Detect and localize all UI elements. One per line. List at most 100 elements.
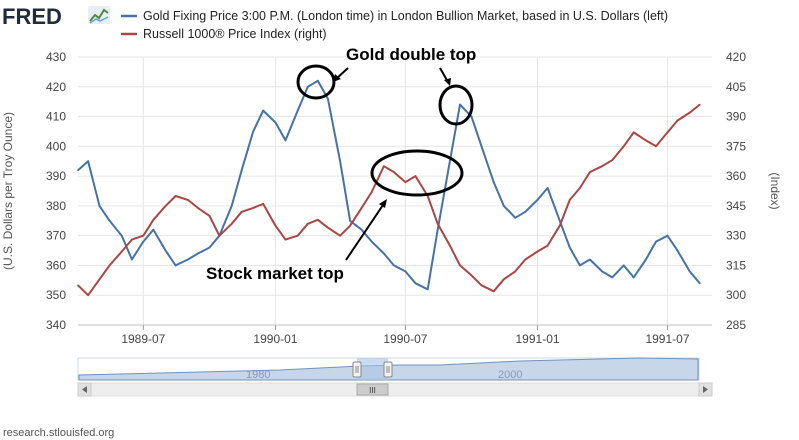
data-point-gold <box>559 220 561 222</box>
data-point-russell <box>536 250 539 253</box>
data-point-russell <box>98 278 101 281</box>
fred-logo[interactable]: FRED <box>2 4 110 29</box>
data-point-gold <box>252 130 254 133</box>
plot-area: 340 350 360 370 380 390 400 410 420 430 285 300 315… <box>46 50 746 346</box>
data-point-russell <box>470 274 473 277</box>
legend-label-russell: Russell 1000® Price Index (right) <box>143 27 327 41</box>
data-point-gold <box>546 187 549 189</box>
data-point-gold <box>676 249 679 252</box>
data-point-gold <box>492 181 495 183</box>
data-point-russell <box>240 211 243 213</box>
data-point-gold <box>536 199 539 201</box>
data-point-gold <box>230 205 233 207</box>
data-point-russell <box>569 199 571 201</box>
scrollbar-thumb[interactable] <box>356 383 389 396</box>
data-point-russell <box>77 284 79 287</box>
navigator-label-2000: 2000 <box>498 369 522 381</box>
data-point-russell <box>252 207 254 209</box>
data-point-russell <box>393 171 395 173</box>
drag-handle-icon[interactable] <box>383 361 393 378</box>
legend: Gold Fixing Price 3:00 P.M. (London time… <box>121 9 668 41</box>
data-point-gold <box>349 220 351 222</box>
data-point-gold <box>514 217 517 219</box>
left-tick-label: 430 <box>46 50 66 64</box>
right-axis-title: (Index) <box>768 172 782 209</box>
navigator-label-1980: 1980 <box>246 369 270 381</box>
left-axis-title: (U.S. Dollars per Troy Ounce) <box>1 112 15 270</box>
data-point-russell <box>187 199 189 201</box>
data-point-gold <box>601 270 603 273</box>
data-point-gold <box>645 258 647 261</box>
data-point-gold <box>414 282 417 285</box>
data-point-russell <box>546 244 549 247</box>
data-point-gold <box>370 240 373 243</box>
legend-item-russell[interactable]: Russell 1000® Price Index (right) <box>121 27 327 41</box>
data-point-gold <box>142 240 145 243</box>
left-axis-ticks: 340 350 360 370 380 390 400 410 420 430 <box>46 50 66 332</box>
data-point-russell <box>208 215 211 217</box>
x-tick-label: 1990-07 <box>383 332 427 346</box>
data-point-russell <box>370 191 373 193</box>
right-axis-ticks: 285 300 315 330 345 360 375 390 405 420 <box>726 50 746 332</box>
data-point-russell <box>142 234 145 237</box>
data-point-gold <box>611 276 613 279</box>
data-point-gold <box>296 109 299 112</box>
data-point-russell <box>339 234 341 237</box>
data-point-russell <box>492 290 495 293</box>
navigator[interactable]: 1980 2000 <box>77 357 700 381</box>
data-point-russell <box>174 195 177 197</box>
right-tick-label: 345 <box>726 199 746 213</box>
data-point-gold <box>666 234 669 237</box>
triangle-left-icon <box>82 386 87 393</box>
data-point-gold <box>579 264 581 267</box>
data-point-gold <box>622 264 625 267</box>
left-tick-label: 420 <box>46 80 66 94</box>
left-tick-label: 380 <box>46 199 66 213</box>
data-point-gold <box>164 249 167 252</box>
data-point-russell <box>284 238 287 241</box>
right-tick-label: 300 <box>726 288 746 302</box>
data-point-russell <box>480 284 483 287</box>
legend-item-gold[interactable]: Gold Fixing Price 3:00 P.M. (London time… <box>121 9 668 23</box>
left-tick-label: 370 <box>46 229 66 243</box>
scrollbar-track <box>77 382 713 397</box>
drag-handle-icon[interactable] <box>352 361 362 378</box>
data-point-gold <box>240 169 243 171</box>
data-point-gold <box>317 80 319 82</box>
data-point-russell <box>666 131 669 134</box>
data-point-russell <box>503 278 505 281</box>
data-point-gold <box>589 258 591 261</box>
data-point-russell <box>414 175 417 177</box>
data-point-russell <box>327 226 329 229</box>
data-point-gold <box>449 160 451 162</box>
data-point-gold <box>470 115 473 118</box>
data-point-gold <box>87 160 89 162</box>
data-point-russell <box>524 258 527 261</box>
data-point-russell <box>274 224 277 227</box>
data-point-gold <box>360 228 363 231</box>
data-point-gold <box>208 246 211 249</box>
navigator-selection[interactable] <box>357 358 388 380</box>
annotation-arrow-stock <box>345 204 384 261</box>
data-point-gold <box>327 97 329 100</box>
data-point-russell <box>197 207 199 209</box>
data-point-gold <box>480 145 483 148</box>
x-axis-ticks: 1989-07 1990-01 1990-07 1991-01 1991-07 <box>78 324 712 346</box>
data-point-russell <box>307 223 309 225</box>
data-point-russell <box>589 171 591 173</box>
gridlines <box>78 56 712 326</box>
right-tick-label: 315 <box>726 258 746 272</box>
source-link[interactable]: research.stlouisfed.org <box>3 427 114 439</box>
scrollbar[interactable]: III <box>77 382 713 397</box>
data-point-gold <box>426 288 429 291</box>
data-point-russell <box>349 224 351 227</box>
data-point-russell <box>611 159 613 161</box>
left-tick-label: 360 <box>46 258 66 272</box>
data-point-russell <box>360 207 363 209</box>
series-line-russell <box>77 103 701 297</box>
annotation-label-stock-market-top: Stock market top <box>206 264 344 283</box>
data-point-gold <box>121 234 123 237</box>
data-point-russell <box>404 181 407 183</box>
data-point-russell <box>632 131 635 134</box>
